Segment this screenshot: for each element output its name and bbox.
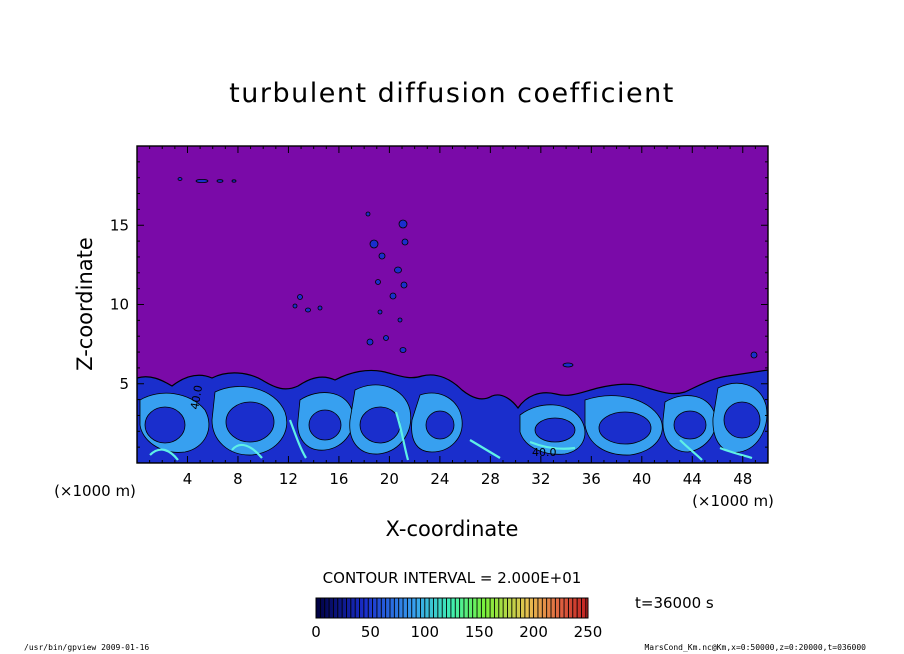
footer-right: MarsCond_Km.nc@Km,x=0:50000,z=0:20000,t=…	[644, 643, 866, 652]
x-tick-label: 12	[279, 470, 298, 488]
chart-title: turbulent diffusion coefficient	[229, 78, 675, 109]
high-value-filaments	[149, 411, 753, 461]
contour-interval-text: CONTOUR INTERVAL = 2.000E+01	[323, 569, 582, 587]
colorbar-stripes	[319, 598, 587, 618]
x-tick-label: 4	[183, 470, 193, 488]
x-unit-right: (×1000 m)	[692, 492, 774, 510]
time-label: t=36000 s	[635, 594, 714, 612]
x-tick-label: 40	[632, 470, 651, 488]
swirl-cores	[144, 401, 761, 445]
y-tick-label: 10	[110, 296, 129, 314]
colorbar-tick-label: 150	[465, 623, 494, 641]
x-tick-label: 20	[380, 470, 399, 488]
colorbar-ticks: 0 50 100 150 200 250	[311, 623, 602, 641]
y-tick-label: 15	[110, 216, 129, 234]
upper-patches	[177, 177, 758, 368]
x-axis-label: X-coordinate	[386, 517, 519, 541]
x-tick-label: 16	[329, 470, 348, 488]
x-unit-left: (×1000 m)	[54, 482, 136, 500]
x-tick-label: 28	[481, 470, 500, 488]
x-axis-ticks: 4 8 12 16 20 24 28 32 36 40 44 48	[136, 146, 769, 488]
x-tick-label: 32	[531, 470, 550, 488]
colorbar-tick-label: 0	[311, 623, 321, 641]
x-tick-label: 44	[683, 470, 702, 488]
colorbar-tick-label: 50	[361, 623, 380, 641]
y-tick-label: 5	[119, 375, 129, 393]
contour-label-bottom: 40.0	[532, 446, 557, 459]
colorbar	[315, 597, 589, 619]
y-axis-label: Z-coordinate	[73, 237, 97, 371]
x-tick-label: 36	[582, 470, 601, 488]
colorbar-tick-label: 100	[410, 623, 439, 641]
plot-area: 40.0 40.0	[137, 146, 768, 463]
colorbar-tick-label: 200	[519, 623, 548, 641]
footer-left: /usr/bin/gpview 2009-01-16	[24, 643, 149, 652]
x-tick-label: 8	[233, 470, 243, 488]
x-tick-label: 48	[733, 470, 752, 488]
colorbar-tick-label: 250	[574, 623, 603, 641]
contour-label-left: 40.0	[188, 384, 205, 410]
y-axis-ticks: 5 10 15	[110, 145, 768, 464]
x-tick-label: 24	[430, 470, 449, 488]
